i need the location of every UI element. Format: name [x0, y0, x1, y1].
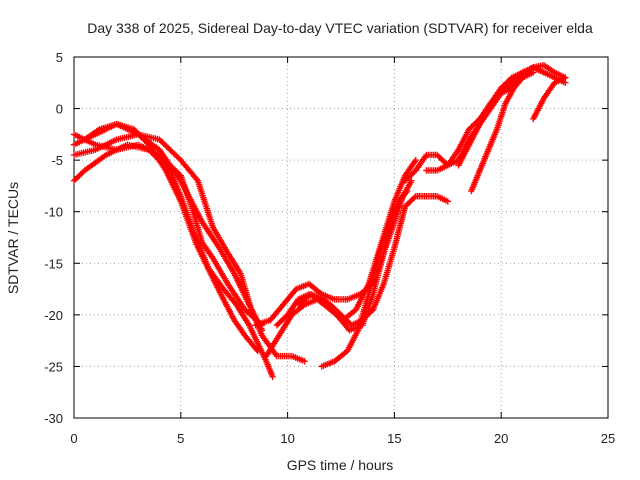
x-tick-label: 15 — [387, 431, 401, 446]
y-tick-label: -25 — [44, 359, 63, 374]
chart-title: Day 338 of 2025, Sidereal Day-to-day VTE… — [87, 20, 593, 36]
y-tick-label: 5 — [56, 50, 63, 65]
plot-frame — [73, 56, 609, 419]
data-point — [258, 327, 266, 334]
data-point — [562, 74, 569, 81]
y-tick-label: -15 — [44, 256, 63, 271]
data-point — [269, 373, 276, 380]
data-point — [412, 156, 419, 164]
x-axis-label: GPS time / hours — [287, 457, 394, 473]
data-point — [253, 346, 260, 353]
y-tick-label: -5 — [51, 153, 63, 168]
series-15 — [468, 62, 569, 195]
x-tick-label: 20 — [494, 431, 508, 446]
data-points — [70, 62, 569, 380]
series-5 — [70, 131, 266, 334]
x-tick-label: 25 — [601, 431, 615, 446]
data-point — [301, 358, 308, 365]
series-10 — [318, 187, 411, 370]
data-point — [408, 177, 415, 184]
y-tick-label: 0 — [56, 102, 63, 117]
axis-ticks: 0 5 10 15 20 25 -30 -25 -20 -15 -10 -5 0 5 — [44, 50, 615, 446]
y-axis-label: SDTVAR / TECUs — [5, 182, 21, 294]
data-point — [411, 194, 418, 201]
y-tick-label: -20 — [44, 308, 63, 323]
data-point — [444, 198, 451, 205]
data-point — [193, 176, 200, 183]
data-point — [300, 302, 307, 309]
x-tick-label: 10 — [280, 431, 294, 446]
data-point — [404, 187, 411, 195]
x-tick-label: 5 — [177, 431, 184, 446]
data-point — [254, 347, 261, 355]
x-tick-label: 0 — [70, 431, 77, 446]
y-tick-label: -30 — [44, 411, 63, 426]
data-point — [402, 189, 410, 196]
y-tick-label: -10 — [44, 205, 63, 220]
series-11 — [369, 193, 451, 313]
series-16 — [530, 74, 569, 123]
